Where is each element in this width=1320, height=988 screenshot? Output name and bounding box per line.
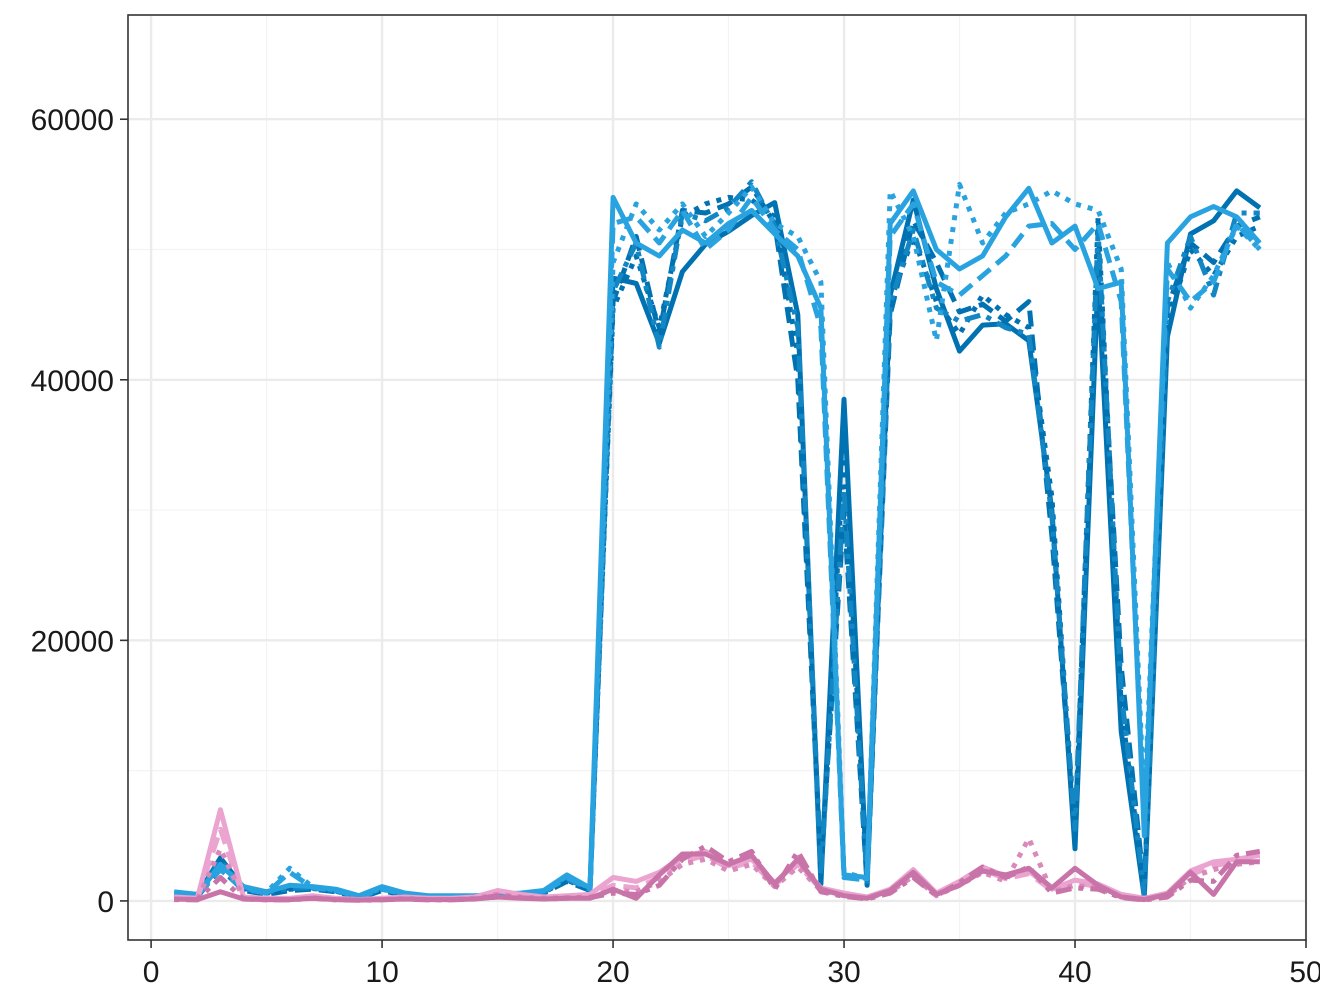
x-tick-label: 10: [365, 956, 398, 988]
x-tick-label: 30: [827, 956, 860, 988]
y-tick-label: 20000: [31, 625, 114, 658]
x-tick-label: 0: [143, 956, 160, 988]
x-tick-label: 40: [1058, 956, 1091, 988]
y-tick-label: 0: [97, 886, 114, 919]
data-series: [173, 179, 1262, 903]
series-line-6: [174, 194, 1262, 900]
series-line-12: [174, 851, 1260, 903]
panel-border: [127, 14, 1307, 941]
x-tick-label: 20: [596, 956, 629, 988]
y-tick-label: 60000: [31, 104, 114, 137]
series-line-7: [173, 181, 1262, 899]
axes: 0 10 20 30 40 50 0 20000 40000 60000: [31, 104, 1320, 988]
y-tick-label: 40000: [31, 365, 114, 398]
x-tick-label: 50: [1289, 956, 1320, 988]
series-line-4: [173, 179, 1260, 900]
